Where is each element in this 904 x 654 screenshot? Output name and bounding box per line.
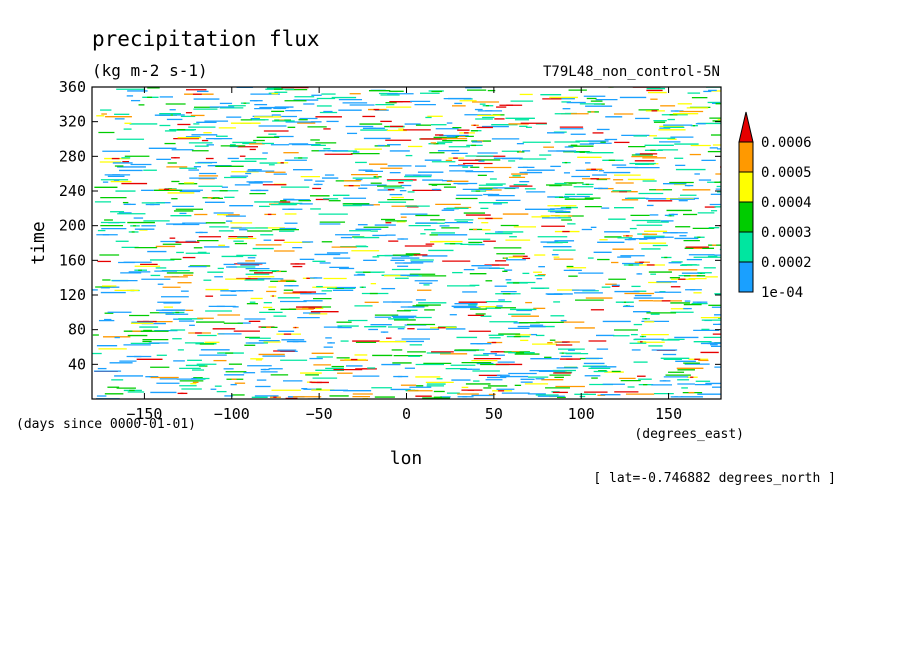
run-label: T79L48_non_control-5N bbox=[543, 64, 720, 80]
y-tick-label: 40 bbox=[68, 355, 86, 373]
x-tick-label: −50 bbox=[306, 405, 333, 423]
y-tick-label: 280 bbox=[59, 147, 86, 165]
colorbar-label: 0.0005 bbox=[761, 165, 812, 181]
x-tick-label: −150 bbox=[126, 405, 162, 423]
plot-frame bbox=[91, 86, 722, 400]
x-units-label: (degrees_east) bbox=[634, 427, 744, 442]
heatmap-cells bbox=[92, 87, 721, 399]
y-tick-label: 320 bbox=[59, 113, 86, 131]
colorbar-segment bbox=[738, 201, 754, 233]
colorbar-label: 0.0004 bbox=[761, 195, 812, 211]
x-tick-label: 150 bbox=[655, 405, 682, 423]
colorbar-segment bbox=[738, 171, 754, 203]
y-units-label: (days since 0000-01-01) bbox=[16, 417, 196, 432]
colorbar-segment bbox=[738, 231, 754, 263]
y-axis: 40 80 120 160 200 240 280 320 360 bbox=[59, 78, 721, 373]
colorbar-overflow-triangle bbox=[738, 111, 754, 143]
colorbar-legend: 1e-04 0.0002 0.0003 0.0004 0.0005 0.0006 bbox=[738, 111, 812, 301]
colorbar-segment bbox=[738, 141, 754, 173]
y-tick-label: 240 bbox=[59, 182, 86, 200]
colorbar-segment bbox=[738, 261, 754, 293]
colorbar-label: 0.0006 bbox=[761, 135, 812, 151]
y-tick-label: 360 bbox=[59, 78, 86, 96]
y-tick-label: 160 bbox=[59, 251, 86, 269]
x-axis: −150 −100 −50 0 50 100 150 bbox=[126, 87, 682, 423]
y-tick-label: 120 bbox=[59, 286, 86, 304]
y-axis-title: time bbox=[28, 221, 49, 264]
x-tick-label: 100 bbox=[568, 405, 595, 423]
x-tick-label: −100 bbox=[214, 405, 250, 423]
footer-note: [ lat=-0.746882 degrees_north ] bbox=[593, 471, 836, 486]
colorbar-label: 0.0003 bbox=[761, 225, 812, 241]
x-tick-label: 0 bbox=[402, 405, 411, 423]
chart-title: precipitation flux bbox=[92, 27, 320, 51]
x-tick-label: 50 bbox=[485, 405, 503, 423]
x-axis-title: lon bbox=[390, 448, 423, 469]
colorbar-label: 1e-04 bbox=[761, 285, 803, 301]
colorbar-label: 0.0002 bbox=[761, 255, 812, 271]
y-tick-label: 80 bbox=[68, 321, 86, 339]
y-tick-label: 200 bbox=[59, 217, 86, 235]
chart-units: (kg m-2 s-1) bbox=[92, 61, 208, 80]
